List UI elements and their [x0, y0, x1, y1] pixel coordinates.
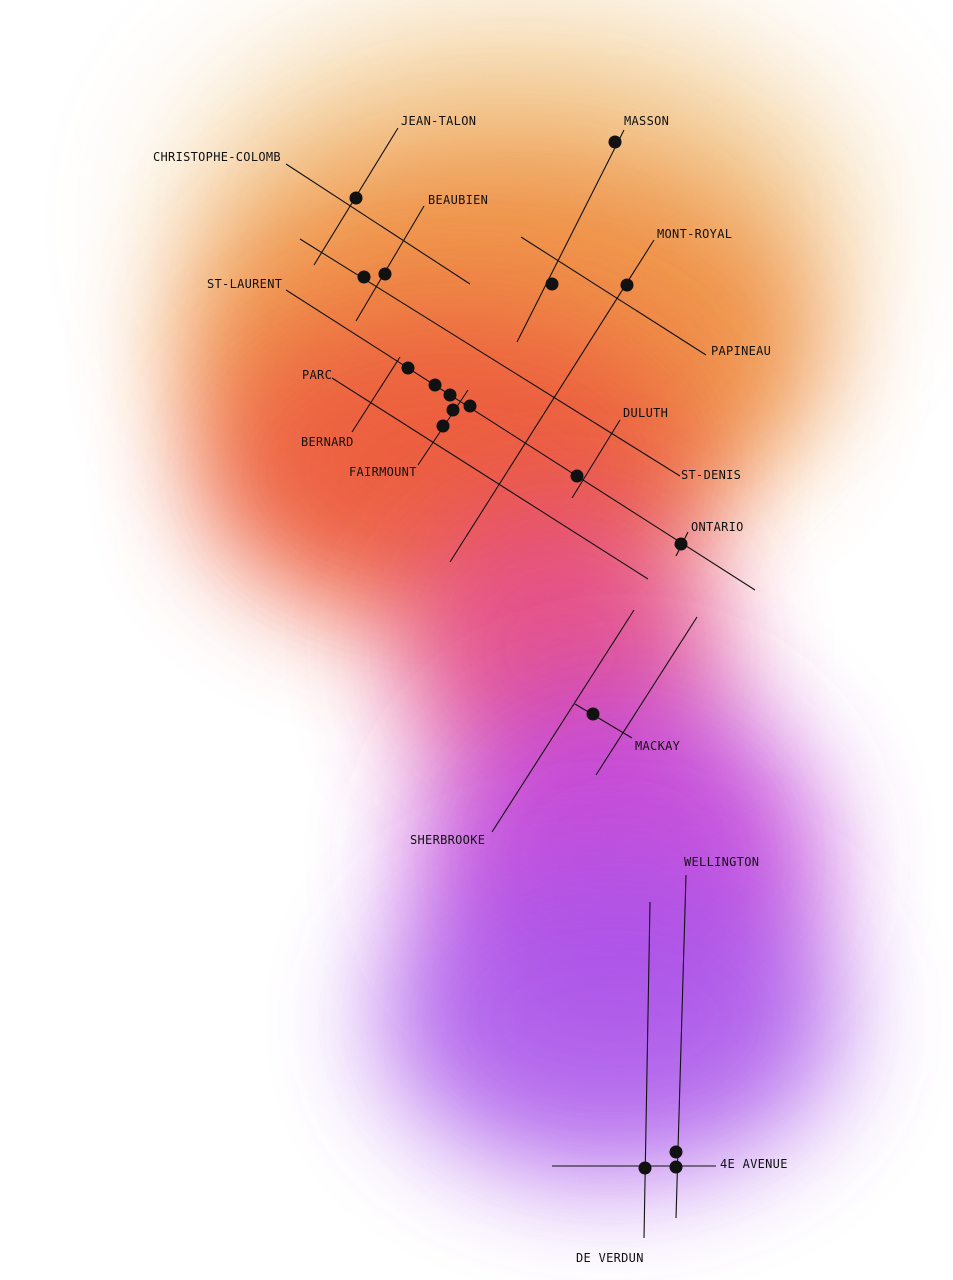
stop-dot[interactable]	[349, 191, 363, 205]
street-papineau	[520, 236, 707, 356]
label-sherbrooke: SHERBROOKE	[410, 833, 485, 847]
stop-dot[interactable]	[586, 707, 600, 721]
street-mackay	[574, 703, 633, 739]
label-bernard: BERNARD	[301, 435, 354, 449]
stop-dot[interactable]	[401, 361, 415, 375]
street-mackay-parallel	[595, 616, 698, 776]
street-sherbrooke	[491, 609, 635, 833]
label-de-verdun: DE VERDUN	[576, 1251, 644, 1265]
stop-dot[interactable]	[378, 267, 392, 281]
street-beaubien	[355, 205, 425, 322]
street-labels: JEAN-TALON MASSON CHRISTOPHE-COLOMB BEAU…	[153, 114, 788, 1265]
stop-dot[interactable]	[669, 1145, 683, 1159]
street-parc	[331, 377, 649, 580]
stop-dot[interactable]	[638, 1161, 652, 1175]
label-st-laurent: ST-LAURENT	[207, 277, 282, 291]
stop-dot[interactable]	[443, 388, 457, 402]
street-masson	[516, 129, 625, 343]
zone-purple	[380, 860, 840, 1180]
stop-dot[interactable]	[428, 378, 442, 392]
label-papineau: PAPINEAU	[711, 344, 771, 358]
stop-dot[interactable]	[357, 270, 371, 284]
color-zones	[180, 20, 850, 1180]
label-mont-royal: MONT-ROYAL	[657, 227, 732, 241]
stop-dot[interactable]	[446, 403, 460, 417]
stop-dot[interactable]	[570, 469, 584, 483]
stop-dot[interactable]	[669, 1160, 683, 1174]
label-beaubien: BEAUBIEN	[428, 193, 488, 207]
label-wellington: WELLINGTON	[684, 855, 759, 869]
stop-dot[interactable]	[545, 277, 559, 291]
label-christophe-colomb: CHRISTOPHE-COLOMB	[153, 150, 281, 164]
street-christophe-colomb	[285, 163, 471, 285]
label-st-denis: ST-DENIS	[681, 468, 741, 482]
label-duluth: DULUTH	[623, 406, 668, 420]
label-4e-avenue: 4E AVENUE	[720, 1157, 788, 1171]
street-bernard	[351, 356, 401, 433]
street-duluth	[571, 419, 621, 499]
label-jean-talon: JEAN-TALON	[401, 114, 476, 128]
label-parc: PARC	[302, 368, 332, 382]
label-masson: MASSON	[624, 114, 669, 128]
stop-dot[interactable]	[463, 399, 477, 413]
stop-dot[interactable]	[674, 537, 688, 551]
stop-dot[interactable]	[436, 419, 450, 433]
label-mackay: MACKAY	[635, 739, 681, 753]
stops	[349, 135, 688, 1175]
street-mont-royal	[449, 239, 655, 563]
streets	[285, 127, 756, 1239]
stop-dot[interactable]	[608, 135, 622, 149]
label-ontario: ONTARIO	[691, 520, 744, 534]
street-de-verdun	[643, 901, 651, 1239]
stop-dot[interactable]	[620, 278, 634, 292]
label-fairmount: FAIRMOUNT	[349, 465, 417, 479]
